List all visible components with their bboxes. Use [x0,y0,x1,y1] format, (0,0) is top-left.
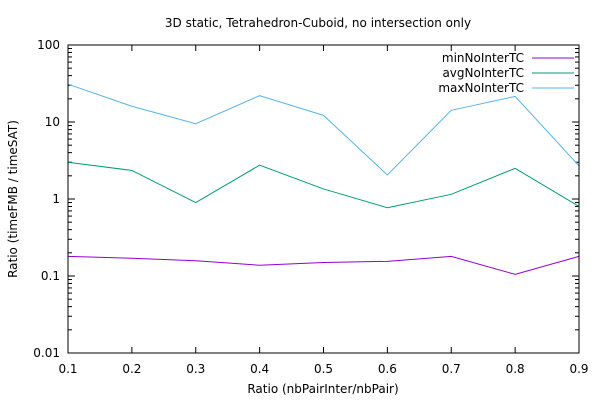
x-tick-label: 0.3 [186,362,205,376]
axis-ticks: 0.1 0.2 0.3 0.4 0.5 0.6 0.7 0.8 0.9 0.01 0.1 1 10 100 [33,38,588,376]
y-axis-label: Ratio (timeFMB / timeSAT) [6,120,20,278]
x-tick-label: 0.1 [58,362,77,376]
series-line-maxNoInterTC [67,83,580,176]
x-tick-label: 0.8 [506,362,525,376]
y-tick-label: 1 [52,192,60,206]
x-tick-label: 0.2 [122,362,141,376]
x-tick-label: 0.7 [442,362,461,376]
x-tick-label: 0.5 [314,362,333,376]
legend-label-maxNoInterTC: maxNoInterTC [438,81,524,95]
legend-label-avgNoInterTC: avgNoInterTC [442,66,524,80]
series-line-minNoInterTC [67,255,580,275]
x-axis-label: Ratio (nbPairInter/nbPair) [247,382,398,396]
x-tick-label: 0.4 [250,362,269,376]
chart-title: 3D static, Tetrahedron-Cuboid, no inters… [165,16,471,30]
y-tick-label: 0.1 [41,269,60,283]
series-lines [67,83,580,275]
y-tick-label: 0.01 [33,346,60,360]
legend-label-minNoInterTC: minNoInterTC [442,51,524,65]
plot-frame [67,44,580,354]
x-tick-label: 0.6 [378,362,397,376]
x-tick-label: 0.9 [569,362,588,376]
y-tick-label: 100 [37,38,60,52]
y-tick-label: 10 [45,115,60,129]
series-line-avgNoInterTC [67,161,580,209]
